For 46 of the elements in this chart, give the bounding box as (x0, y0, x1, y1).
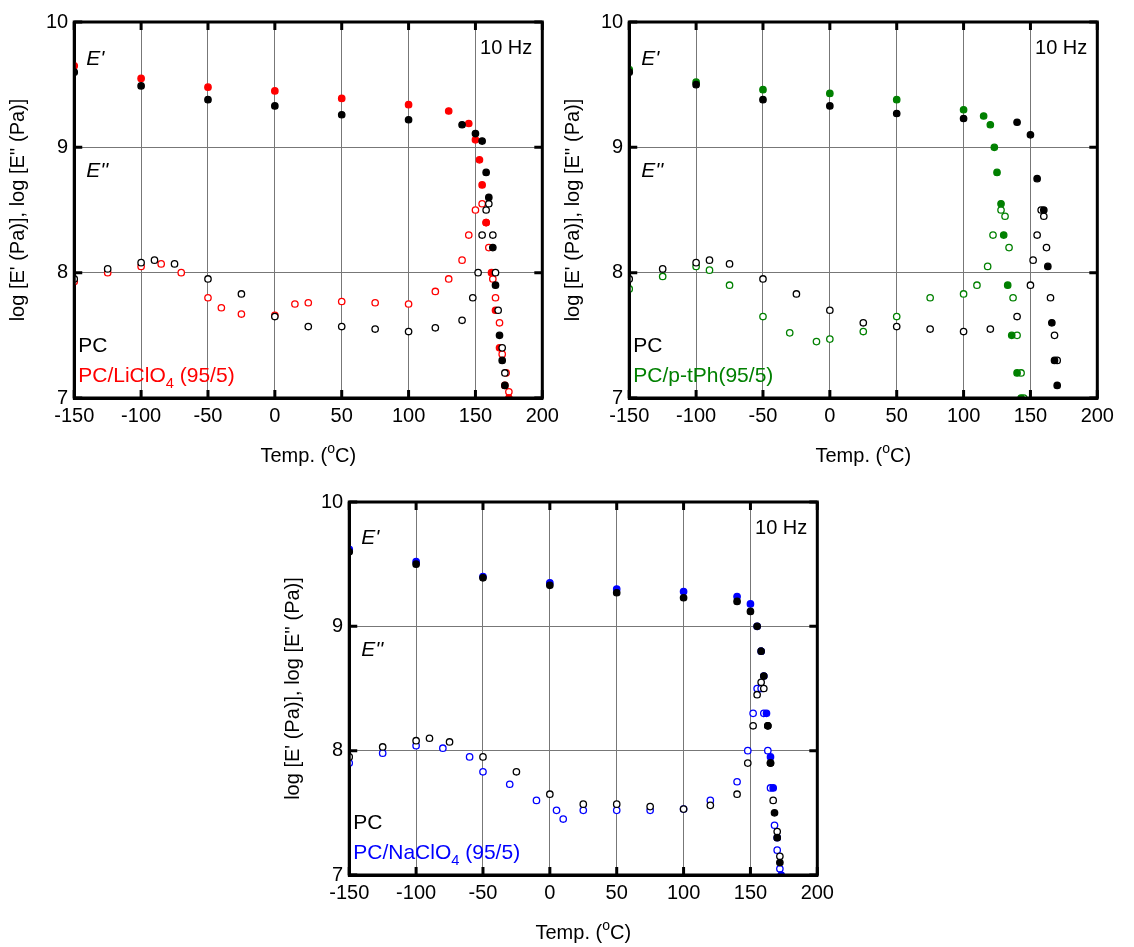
x-tick-label: -50 (468, 880, 498, 903)
x-tick-label: 0 (544, 880, 556, 903)
y-tick-label: 8 (612, 260, 624, 283)
x-tick-label: 200 (1080, 403, 1114, 426)
annotation: 10 Hz (480, 36, 533, 58)
y-axis-title: log [E' (Pa)], log [E'' (Pa)] (281, 577, 303, 800)
x-tick-label: 150 (1013, 403, 1048, 426)
y-tick-label: 9 (57, 134, 69, 157)
x-tick-label: 50 (885, 403, 908, 426)
annotation: E' (86, 45, 106, 69)
y-tick-label: 8 (57, 260, 69, 283)
y-axis-title: log [E' (Pa)], log [E'' (Pa)] (6, 98, 28, 322)
text: PC/p-tPh(95/5) (633, 363, 774, 386)
x-tick-label: -100 (121, 403, 162, 426)
x-tick-label: 0 (269, 403, 281, 426)
x-tick-label: -50 (748, 403, 778, 426)
text: PC (353, 810, 383, 833)
x-tick-label: 150 (458, 403, 493, 426)
x-tick-label: 100 (946, 403, 981, 426)
y-axis-title: log [E' (Pa)], log [E'' (Pa)] (561, 98, 583, 322)
y-tick-label: 10 (46, 9, 69, 32)
x-tick-label: 150 (733, 880, 768, 903)
y-tick-label: 10 (321, 489, 344, 512)
x-tick-label: -100 (396, 880, 437, 903)
y-tick-label: 9 (332, 613, 344, 636)
annotation: E' (361, 525, 381, 549)
y-tick-label: 9 (612, 134, 624, 157)
x-tick-label: 50 (330, 403, 353, 426)
text: PC (633, 333, 663, 356)
annotation: 10 Hz (755, 516, 808, 538)
x-tick-label: 50 (605, 880, 628, 903)
annotation: E' (641, 45, 661, 69)
text: PC (78, 333, 108, 356)
annotation: E'' (641, 158, 665, 182)
x-tick-label: -50 (193, 403, 223, 426)
annotation: E'' (86, 158, 110, 182)
x-tick-label: -100 (676, 403, 717, 426)
y-tick-label: 10 (601, 9, 624, 32)
y-tick-label: 8 (332, 738, 344, 761)
annotation: 10 Hz (1035, 36, 1088, 58)
x-tick-label: 0 (824, 403, 836, 426)
x-tick-label: 100 (666, 880, 701, 903)
x-tick-label: 200 (525, 403, 559, 426)
x-tick-label: 100 (391, 403, 426, 426)
x-tick-label: 200 (800, 880, 834, 903)
annotation: E'' (361, 637, 385, 661)
